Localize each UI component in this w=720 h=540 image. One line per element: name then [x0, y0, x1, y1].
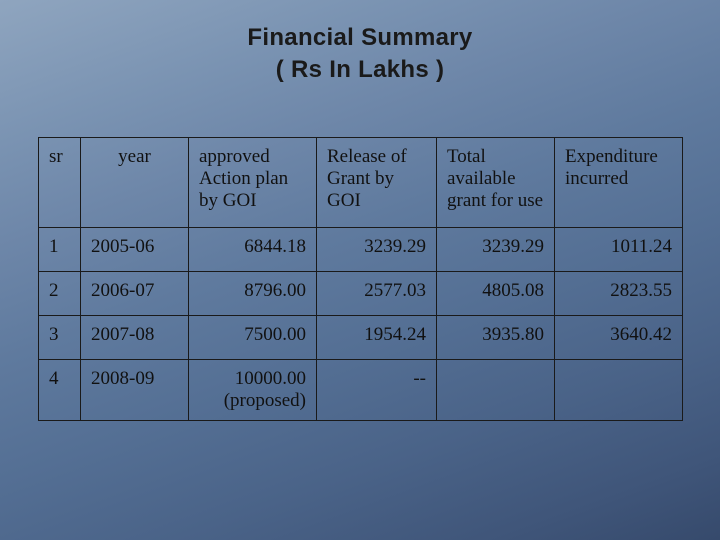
- cell-total: [437, 359, 555, 420]
- cell-expenditure: 2823.55: [555, 271, 683, 315]
- cell-year: 2008-09: [81, 359, 189, 420]
- cell-year: 2006-07: [81, 271, 189, 315]
- cell-release: 2577.03: [317, 271, 437, 315]
- cell-release: 1954.24: [317, 315, 437, 359]
- table-row: 3 2007-08 7500.00 1954.24 3935.80 3640.4…: [39, 315, 683, 359]
- cell-sr: 1: [39, 227, 81, 271]
- cell-approved: 7500.00: [189, 315, 317, 359]
- cell-expenditure: 1011.24: [555, 227, 683, 271]
- cell-year: 2005-06: [81, 227, 189, 271]
- cell-release: --: [317, 359, 437, 420]
- title-line-1: Financial Summary: [247, 24, 472, 51]
- table-row: 4 2008-09 10000.00 (proposed) --: [39, 359, 683, 420]
- col-header-sr: sr: [39, 137, 81, 227]
- cell-sr: 4: [39, 359, 81, 420]
- cell-total: 4805.08: [437, 271, 555, 315]
- cell-year: 2007-08: [81, 315, 189, 359]
- cell-approved-note: (proposed): [199, 390, 306, 412]
- slide: Financial Summary ( Rs In Lakhs ) sr yea…: [0, 0, 720, 540]
- cell-approved-value: 10000.00: [235, 368, 306, 389]
- col-header-approved: approved Action plan by GOI: [189, 137, 317, 227]
- cell-sr: 3: [39, 315, 81, 359]
- cell-approved: 8796.00: [189, 271, 317, 315]
- table-row: 1 2005-06 6844.18 3239.29 3239.29 1011.2…: [39, 227, 683, 271]
- cell-expenditure: 3640.42: [555, 315, 683, 359]
- cell-expenditure: [555, 359, 683, 420]
- col-header-release: Release of Grant by GOI: [317, 137, 437, 227]
- cell-total: 3935.80: [437, 315, 555, 359]
- cell-total: 3239.29: [437, 227, 555, 271]
- slide-title: Financial Summary ( Rs In Lakhs ): [38, 22, 682, 87]
- table-row: 2 2006-07 8796.00 2577.03 4805.08 2823.5…: [39, 271, 683, 315]
- table-header-row: sr year approved Action plan by GOI Rele…: [39, 137, 683, 227]
- col-header-year: year: [81, 137, 189, 227]
- cell-approved: 10000.00 (proposed): [189, 359, 317, 420]
- col-header-total: Total available grant for use: [437, 137, 555, 227]
- cell-sr: 2: [39, 271, 81, 315]
- cell-approved: 6844.18: [189, 227, 317, 271]
- col-header-expenditure: Expenditure incurred: [555, 137, 683, 227]
- financial-summary-table: sr year approved Action plan by GOI Rele…: [38, 137, 683, 421]
- title-line-2: ( Rs In Lakhs ): [276, 56, 445, 83]
- cell-release: 3239.29: [317, 227, 437, 271]
